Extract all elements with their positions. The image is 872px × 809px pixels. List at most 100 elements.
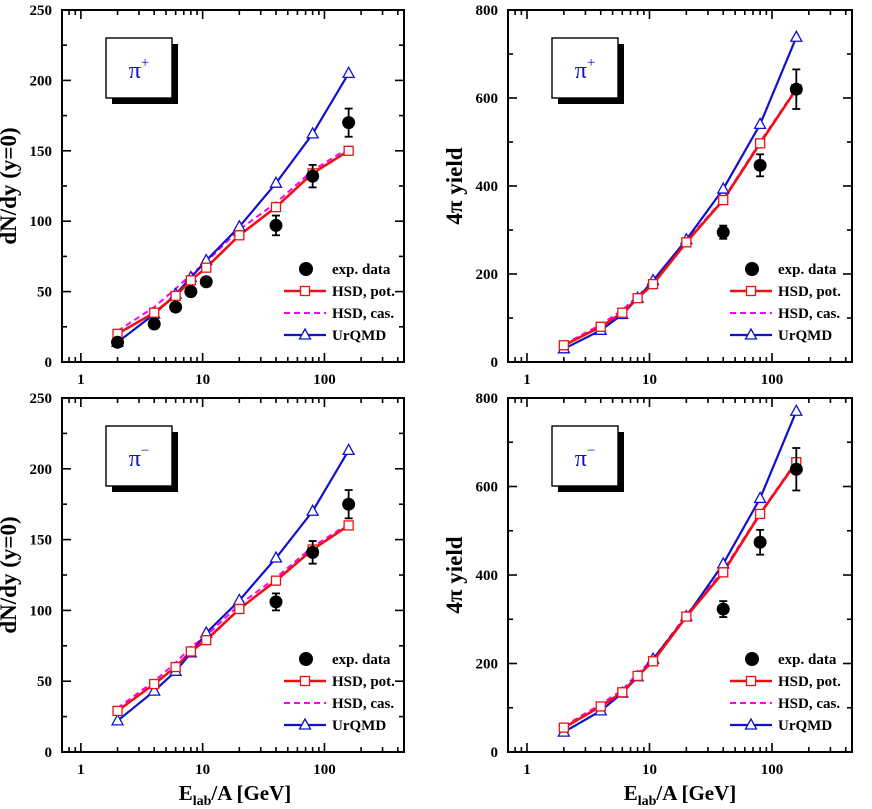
y-axis-label: dN/dy (y=0) — [0, 516, 21, 633]
legend-label-cas: HSD, cas. — [332, 306, 394, 322]
exp-data-point — [753, 158, 767, 172]
hsd-pot-point — [185, 275, 197, 286]
urqmd-point — [110, 713, 125, 726]
hsd-pot-point — [201, 634, 212, 646]
y-tick-label: 800 — [476, 391, 499, 407]
hsd-pot-point — [343, 520, 354, 531]
y-tick-label: 200 — [30, 73, 53, 89]
x-tick-label: 100 — [761, 372, 784, 388]
legend-label-exp: exp. data — [778, 262, 837, 278]
particle-label: π+ — [575, 55, 596, 84]
hsd-pot-point — [681, 237, 692, 248]
exp-data-point — [789, 82, 803, 96]
y-tick-label: 0 — [491, 745, 499, 761]
x-label-sub: lab — [638, 794, 657, 809]
urqmd-point — [753, 117, 767, 130]
particle-label: π− — [575, 443, 596, 472]
label-box — [105, 425, 173, 487]
exp-data-point — [199, 275, 213, 289]
hsd-pot-point — [558, 722, 570, 733]
exp-data-point — [111, 335, 125, 349]
hsd-pot-point — [632, 670, 643, 682]
panel-p10: 1 10 100 0 50 100 150 200 250 dN/dy (y=0) π− exp. d… — [0, 391, 405, 778]
legend-label-pot: HSD, pot. — [332, 284, 395, 300]
hsd-pot-point — [149, 678, 160, 690]
hsd-pot-point — [170, 290, 181, 301]
label-box — [105, 37, 173, 99]
urqmd-point — [306, 126, 320, 139]
y-tick-label: 200 — [476, 657, 499, 673]
urqmd-point — [789, 403, 803, 416]
hsd-pot-point — [617, 307, 628, 318]
hsd-pot-point — [149, 307, 160, 318]
x-axis-label-left: Elab/A [GeV] — [179, 781, 292, 809]
exp-data-point — [753, 535, 767, 549]
legend-label-exp: exp. data — [332, 262, 391, 278]
urqmd-point — [147, 683, 161, 696]
legend-label-pot: HSD, pot. — [332, 674, 395, 690]
particle-label: π+ — [129, 55, 150, 84]
panel-p11: 1 10 100 0 200 400 600 800 4π yield π− exp. data HS… — [442, 391, 853, 778]
hsd-pot-point — [754, 138, 766, 149]
x-tick-label: 10 — [642, 762, 657, 778]
urqmd-point — [269, 550, 283, 563]
legend-label-urqmd: UrQMD — [332, 718, 386, 734]
legend-marker-exp — [745, 652, 759, 666]
legend-marker-pot — [745, 675, 757, 687]
exp-data-point — [306, 545, 320, 559]
hsd-pot-point — [343, 145, 354, 156]
particle-symbol: π — [129, 58, 141, 84]
x-tick-label: 10 — [195, 372, 210, 388]
urqmd-point — [342, 443, 356, 456]
y-axis-label: 4π yield — [442, 147, 467, 224]
legend-label-urqmd: UrQMD — [778, 328, 832, 344]
urqmd-point — [269, 175, 283, 188]
legend-label-urqmd: UrQMD — [778, 718, 832, 734]
particle-symbol: π — [575, 446, 587, 472]
x-tick-label: 100 — [761, 762, 784, 778]
legend-marker-urqmd — [744, 717, 758, 730]
x-tick-label: 10 — [195, 762, 210, 778]
y-tick-label: 250 — [30, 391, 53, 407]
y-tick-label: 800 — [476, 3, 499, 19]
hsd-pot-point — [234, 603, 245, 615]
hsd-pot-point — [270, 575, 282, 586]
legend-marker-urqmd — [298, 717, 312, 730]
exp-data-point — [184, 285, 198, 299]
hsd-pot-point — [632, 293, 643, 304]
y-tick-label: 150 — [30, 533, 53, 549]
hsd-pot-point — [595, 321, 606, 332]
hsd-pot-point — [595, 701, 606, 712]
legend: exp. data HSD, pot. HSD, cas. UrQMD — [284, 262, 395, 344]
y-axis-label: 4π yield — [442, 536, 467, 613]
x-axis-labels: Elab/A [GeV] Elab/A [GeV] — [179, 781, 737, 809]
x-tick-label: 10 — [642, 372, 657, 388]
hsd-pot-point — [270, 201, 282, 213]
exp-data-point — [306, 169, 320, 183]
legend-label-exp: exp. data — [778, 652, 837, 668]
y-tick-label: 400 — [476, 179, 499, 195]
exp-data-point — [169, 300, 183, 314]
y-tick-label: 200 — [30, 462, 53, 478]
label-box — [551, 425, 619, 487]
legend-marker-pot — [745, 285, 757, 297]
legend-marker-urqmd — [298, 327, 312, 340]
legend-marker-urqmd — [744, 327, 758, 340]
y-tick-label: 50 — [37, 674, 52, 690]
legend-marker-pot — [299, 675, 311, 687]
y-tick-label: 150 — [30, 144, 53, 160]
x-tick-label: 100 — [313, 372, 336, 388]
panel-p01: 1 10 100 0 200 400 600 800 4π yield π+ exp. data HS… — [442, 3, 853, 388]
particle-symbol: π — [129, 446, 141, 472]
legend: exp. data HSD, pot. HSD, cas. UrQMD — [730, 652, 841, 734]
exp-data-point — [147, 317, 161, 331]
exp-data-point — [716, 225, 730, 239]
y-tick-label: 0 — [45, 745, 53, 761]
hsd-pot-point — [558, 340, 570, 351]
x-tick-label: 1 — [523, 372, 531, 388]
exp-data-point — [269, 595, 283, 609]
y-tick-label: 0 — [45, 355, 53, 371]
x-label-main: E — [624, 781, 638, 805]
hsd-pot-point — [681, 611, 692, 622]
